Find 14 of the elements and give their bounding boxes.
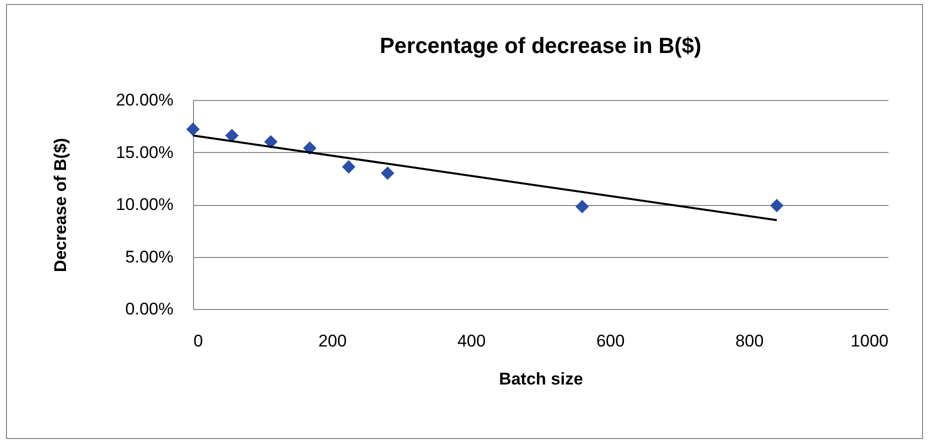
- x-tick-label: 400: [457, 332, 486, 350]
- x-tick-label: 0: [194, 332, 203, 350]
- y-tick-label: 20.00%: [116, 90, 174, 110]
- y-tick-label: 10.00%: [116, 195, 174, 214]
- x-tick-label: 200: [318, 332, 347, 350]
- y-tick-label: 0.00%: [125, 300, 174, 318]
- chart-title: Percentage of decrease in B($): [380, 33, 702, 58]
- x-tick-label: 600: [596, 332, 625, 350]
- y-tick-label: 15.00%: [116, 142, 174, 162]
- x-axis-title: Batch size: [498, 370, 584, 388]
- y-tick-label: 5.00%: [125, 247, 174, 266]
- x-tick-label: 1000: [850, 332, 888, 350]
- x-tick-label: 800: [735, 332, 764, 350]
- y-axis-title: Decrease of B($): [50, 138, 70, 272]
